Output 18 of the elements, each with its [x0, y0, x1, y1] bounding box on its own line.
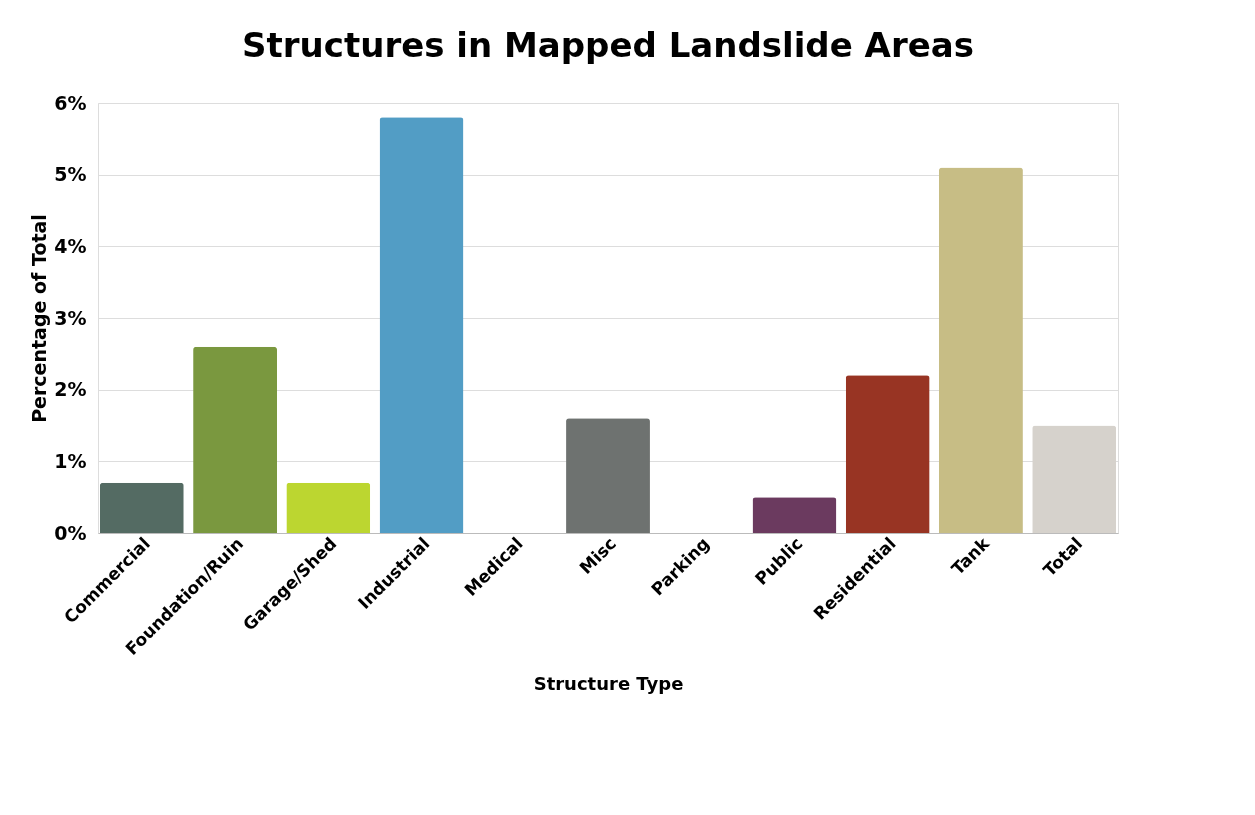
bar: [752, 497, 837, 533]
bar: [1032, 425, 1117, 533]
y-tick-label: 4%: [54, 234, 87, 257]
bar: [938, 167, 1023, 533]
bar: [379, 117, 464, 533]
chart-title: Structures in Mapped Landslide Areas: [242, 25, 974, 65]
y-tick-label: 2%: [54, 378, 87, 401]
bar: [845, 375, 930, 533]
y-tick-label: 5%: [54, 163, 87, 186]
y-tick-label: 3%: [54, 306, 87, 329]
bar: [566, 418, 650, 533]
bar: [286, 482, 371, 533]
y-tick-label: 1%: [54, 449, 87, 472]
x-axis-title: Structure Type: [533, 673, 684, 695]
bar: [193, 346, 278, 533]
bar: [99, 482, 184, 533]
y-axis-title: Percentage of Total: [28, 214, 51, 423]
y-tick-label: 6%: [54, 91, 87, 114]
